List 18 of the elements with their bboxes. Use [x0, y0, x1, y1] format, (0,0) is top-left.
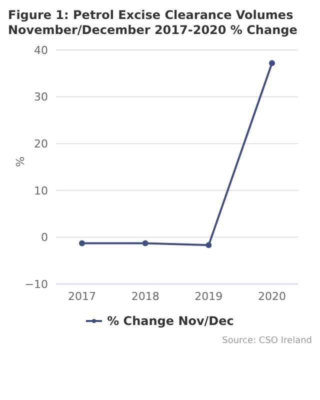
point: [142, 240, 148, 246]
y-tick-label: 10: [34, 184, 48, 198]
point: [269, 60, 275, 66]
y-axis-title: %: [14, 156, 27, 167]
x-tick-label: 2017: [68, 290, 96, 303]
source-note: Source: CSO Ireland: [221, 336, 312, 346]
chart-title: Figure 1: Petrol Excise Clearance Volumes November/December 2017-2020 % Change: [8, 8, 298, 38]
point: [206, 242, 212, 248]
y-tick-label: 40: [34, 44, 48, 57]
legend-label: % Change Nov/Dec: [106, 314, 234, 328]
x-tick-label: 2020: [258, 290, 286, 303]
x-tick-label: 2019: [194, 290, 223, 303]
x-tick-label: 2018: [131, 290, 160, 303]
y-tick-label: 0: [41, 231, 48, 244]
point: [79, 240, 85, 246]
y-tick-label: −10: [24, 278, 48, 291]
y-tick-label: 30: [34, 90, 48, 104]
y-tick-label: 20: [34, 138, 48, 151]
